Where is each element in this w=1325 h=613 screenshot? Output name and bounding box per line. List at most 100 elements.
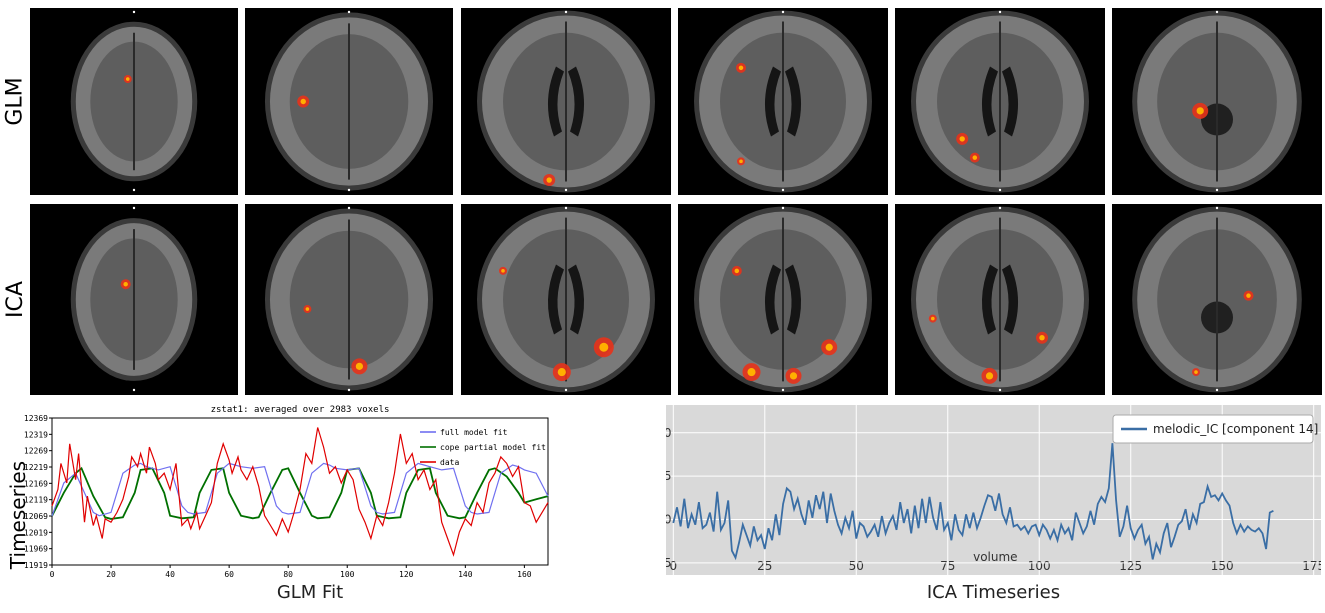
activation-peak <box>1194 370 1198 374</box>
brain-slice-ica-6 <box>1112 204 1322 395</box>
activation-peak <box>1196 107 1204 115</box>
glm-y-tick-label: 11919 <box>24 561 48 570</box>
ica-x-tick-label: 50 <box>849 559 864 573</box>
activation-peak <box>972 155 978 160</box>
orientation-marker <box>564 10 568 14</box>
side-label-timeseries: Timeseries <box>6 461 30 570</box>
orientation-marker <box>998 10 1002 14</box>
activation-peak <box>959 136 965 142</box>
orientation-marker <box>1215 188 1219 192</box>
right-ventricle <box>1002 264 1019 335</box>
activation-peak <box>738 65 744 71</box>
orientation-marker <box>132 388 136 392</box>
glm-legend-label: cope partial model fit <box>440 443 546 452</box>
orientation-marker <box>347 206 351 210</box>
glm-y-tick-label: 12319 <box>24 430 48 439</box>
orientation-marker <box>781 206 785 210</box>
left-ventricle <box>547 66 564 137</box>
ica-timeseries-chart: 0 25 50 75 100 125 150 175 −2.5 0.0 2.5 5.0 volume me… <box>666 405 1321 575</box>
glm-y-tick-label: 12119 <box>24 496 48 505</box>
brain-slice-ica-3 <box>461 204 671 395</box>
activation-peak <box>125 77 130 81</box>
glm-fit-plot: Timeseries zstat1: averaged over 2983 vo… <box>6 405 549 579</box>
ica-y-tick-label: 0.0 <box>666 512 671 526</box>
orientation-marker <box>132 10 136 14</box>
activation-peak <box>825 343 833 351</box>
ica-y-tick-label: 2.5 <box>666 469 671 483</box>
glm-y-tick-label: 12019 <box>24 528 48 537</box>
orientation-marker <box>347 10 351 14</box>
activation-peak <box>501 269 505 273</box>
orientation-marker <box>132 206 136 210</box>
orientation-marker <box>781 10 785 14</box>
activation-peak <box>1039 335 1045 341</box>
orientation-marker <box>564 388 568 392</box>
left-ventricle <box>764 264 781 335</box>
right-ventricle <box>1002 66 1019 137</box>
glm-series-cope-partial-fit <box>51 466 549 520</box>
orientation-marker <box>132 188 136 192</box>
ica-x-tick-label: 175 <box>1302 559 1321 573</box>
ica-x-tick-label: 75 <box>940 559 955 573</box>
activation-peak <box>305 307 310 311</box>
orientation-marker <box>998 206 1002 210</box>
caption-glm-fit: GLM Fit <box>276 582 344 603</box>
orientation-marker <box>998 388 1002 392</box>
ica-x-axis-label: volume <box>973 550 1017 564</box>
activation-peak <box>599 342 609 352</box>
glm-chart-title: zstat1: averaged over 2983 voxels <box>211 405 390 415</box>
glm-y-tick-label: 12269 <box>24 447 48 456</box>
activation-peak <box>557 368 566 377</box>
orientation-marker <box>1215 388 1219 392</box>
brain-slice-ica-4 <box>678 204 888 395</box>
orientation-marker <box>347 388 351 392</box>
caption-ica-timeseries: ICA Timeseries <box>926 582 1061 603</box>
glm-x-tick-label: 0 <box>50 570 55 579</box>
left-ventricle <box>764 66 781 137</box>
orientation-marker <box>998 188 1002 192</box>
brain-slice-glm-6 <box>1112 8 1322 195</box>
activation-peak <box>739 159 743 164</box>
ica-x-tick-label: 125 <box>1119 559 1142 573</box>
left-ventricle <box>981 66 998 137</box>
brain-slice-ica-5 <box>895 204 1105 395</box>
ica-x-tick-label: 0 <box>669 559 677 573</box>
brain-slice-glm-4 <box>678 8 888 195</box>
ica-legend-box <box>1112 414 1314 444</box>
ica-x-tick-label: 25 <box>757 559 772 573</box>
ica-series-melodic-ic <box>672 443 1274 561</box>
left-ventricle <box>981 264 998 335</box>
activation-peak <box>734 268 740 274</box>
glm-fit-chart: Timeseries zstat1: averaged over 2983 vo… <box>0 400 560 580</box>
orientation-marker <box>1215 10 1219 14</box>
glm-x-tick-label: 160 <box>517 570 532 579</box>
glm-x-tick-label: 120 <box>399 570 414 579</box>
glm-y-tick-label: 12069 <box>24 512 48 521</box>
glm-y-tick-label: 11969 <box>24 545 48 554</box>
glm-x-tick-label: 40 <box>165 570 175 579</box>
brain-slice-glm-3 <box>461 8 671 195</box>
orientation-marker <box>1215 206 1219 210</box>
ica-y-tick-label: 5.0 <box>666 426 671 440</box>
right-ventricle <box>568 66 585 137</box>
activation-peak <box>1246 293 1251 298</box>
glm-x-tick-label: 140 <box>458 570 473 579</box>
ica-x-tick-label: 150 <box>1211 559 1234 573</box>
activation-peak <box>355 362 363 370</box>
brain-slice-glm-1 <box>30 8 238 195</box>
glm-x-tick-label: 20 <box>106 570 116 579</box>
activation-peak <box>123 281 128 287</box>
orientation-marker <box>564 206 568 210</box>
brain-slice-glm-2 <box>245 8 453 195</box>
right-ventricle <box>568 264 585 335</box>
ica-y-tick-label: −2.5 <box>666 556 671 570</box>
row-label-ica: ICA <box>2 281 28 318</box>
ica-legend-label: melodic_IC [component 14] <box>1153 422 1318 436</box>
right-ventricle <box>785 66 802 137</box>
orientation-marker <box>564 188 568 192</box>
glm-y-tick-label: 12219 <box>24 463 48 472</box>
orientation-marker <box>781 388 785 392</box>
brain-slice-ica-1 <box>30 204 238 395</box>
glm-series-data <box>51 427 549 557</box>
brain-slice-ica-2 <box>245 204 453 395</box>
